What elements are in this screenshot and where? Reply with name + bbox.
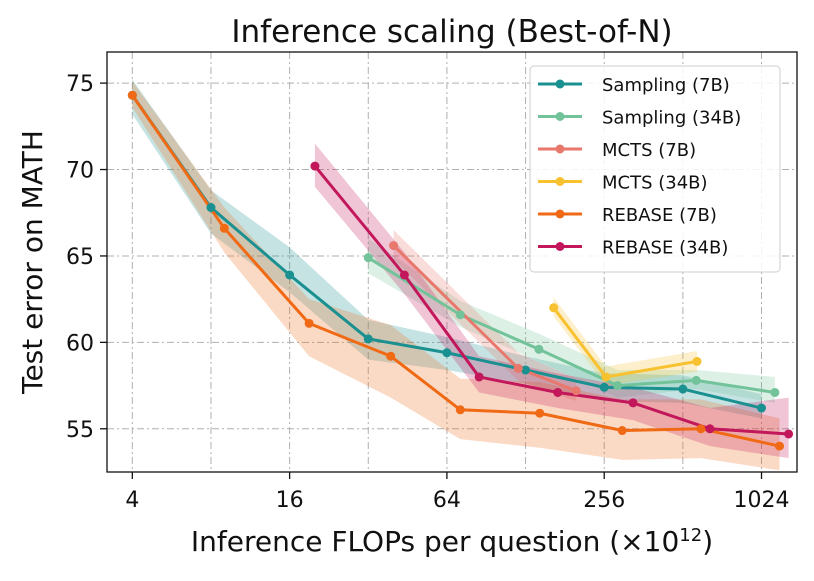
sampling-7b-legend-label: Sampling (7B) [602,75,730,96]
rebase-7b-point [304,318,314,328]
sampling-34b-point [770,387,780,397]
y-tick-label: 60 [66,331,94,356]
rebase-34b-point [784,429,794,439]
sampling-7b-point [599,382,609,392]
rebase-7b-point [535,408,545,418]
sampling-34b-point [455,310,465,320]
x-axis-label-exponent: 12 [679,525,702,546]
rebase-34b-point [553,387,563,397]
mcts-34b-legend-label: MCTS (34B) [602,173,708,194]
mcts-7b-legend-marker [555,144,565,154]
sampling-7b-point [285,270,295,280]
rebase-7b-legend-label: REBASE (7B) [602,205,717,226]
sampling-7b-legend-marker [555,79,565,89]
sampling-34b-point [613,381,623,391]
chart-title: Inference scaling (Best-of-N) [231,14,672,50]
rebase-7b-point [696,424,706,434]
rebase-34b-point [399,270,409,280]
sampling-7b-point [678,384,688,394]
x-tick-label: 4 [125,488,139,513]
x-axis-label: Inference FLOPs per question (×1012) [191,525,713,559]
y-tick-label: 55 [66,418,94,443]
sampling-7b-point [206,203,216,213]
rebase-7b-point [617,426,627,436]
sampling-34b-legend-marker [555,112,565,121]
rebase-34b-legend-marker [555,242,565,251]
rebase-34b-point [474,372,484,382]
plot-frame [106,51,798,473]
rebase-34b-point [628,398,638,408]
rebase-7b-point [127,90,137,100]
sampling-34b-legend-label: Sampling (34B) [602,108,741,129]
sampling-7b-point [521,365,531,375]
mcts-34b-legend-marker [555,177,565,186]
mcts-7b-legend-label: MCTS (7B) [602,140,696,161]
mcts-34b-point [692,356,702,366]
x-axis-label-main: Inference FLOPs per question (×10 [191,525,679,558]
axis-ticks: 4 16 64 256 1024 55 60 65 70 75 [66,72,790,513]
rebase-34b-point [310,161,320,171]
legend-box [529,65,781,273]
mcts-7b-band [393,230,577,402]
sampling-7b-point [757,403,767,413]
sampling-34b-point [534,344,544,354]
x-tick-label: 1024 [734,488,790,513]
rebase-7b-point [219,223,229,233]
sampling-7b-point [363,334,373,344]
mcts-7b-point [513,363,523,373]
rebase-34b-band [314,143,789,459]
x-tick-label: 16 [276,488,304,513]
y-tick-label: 75 [66,72,94,97]
series-points [127,90,794,451]
rebase-7b-point [455,405,465,415]
rebase-34b-point [705,424,715,434]
rebase-7b-legend-marker [555,209,565,219]
mcts-34b-point [601,372,611,382]
x-tick-label: 64 [433,488,461,513]
sampling-7b-point [442,348,452,358]
sampling-34b-point [691,375,701,385]
rebase-34b-legend-label: REBASE (34B) [602,238,728,259]
mcts-34b-point [549,303,559,313]
sampling-34b-point [363,253,373,263]
rebase-7b-point [775,441,785,451]
y-tick-label: 65 [66,245,94,270]
y-tick-label: 70 [66,159,94,184]
y-axis-label: Test error on MATH [16,130,49,395]
x-axis-label-close: ) [702,525,713,558]
mcts-34b-band [553,297,698,386]
sampling-34b-line [367,256,776,394]
x-tick-label: 256 [583,488,625,513]
legend: Sampling (7B) Sampling (34B) MCTS (7B) MCTS… [529,65,781,273]
rebase-7b-point [386,351,396,361]
mcts-7b-point [571,386,581,396]
mcts-7b-point [389,241,399,251]
